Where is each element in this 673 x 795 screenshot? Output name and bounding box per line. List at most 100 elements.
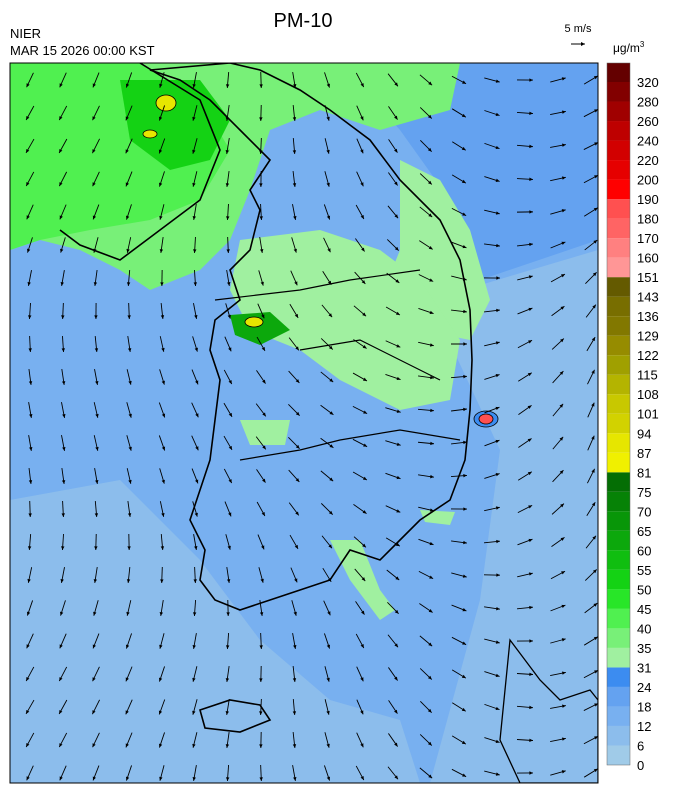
wind-arrow-head [528,340,533,344]
wind-arrow-head [461,113,466,118]
colorbar-segment [607,374,630,395]
colorbar-segment [607,472,630,492]
wind-arrow-head [295,346,299,351]
wind-arrow-head [559,371,564,375]
wind-arrow-head [228,412,233,417]
wind-arrow-head [593,75,598,80]
wind-arrow-head [362,377,367,381]
wind-arrow-head [463,507,467,511]
wind-arrow-head [125,83,130,88]
wind-arrow-head [427,675,432,680]
wind-arrow-head [226,216,230,220]
field-green-3 [120,80,230,170]
wind-arrow-head [362,510,367,514]
wind-arrow-head [225,645,230,649]
wind-arrow-head [360,215,364,219]
colorbar-label: 24 [637,680,651,695]
wind-arrow-head [396,442,401,446]
wind-scale: 5 m/s [565,23,592,35]
wind-arrow-head [327,611,331,616]
wind-arrow-head [395,542,400,547]
wind-arrow-head [294,544,299,549]
colorbar-segment [607,160,630,180]
colorbar-label: 180 [637,212,659,227]
colorbar-label: 12 [637,719,651,734]
wind-arrow-head [528,505,533,509]
wind-arrow-head [363,443,368,447]
wind-arrow-head [61,381,66,385]
wind-arrow-head [327,280,332,285]
wind-arrow-head [61,348,65,352]
wind-arrow-head [259,117,263,121]
wind-arrow-head [495,79,500,83]
colorbar-segment [607,179,630,200]
wind-arrow-head [94,513,99,517]
colorbar-segment [607,101,630,122]
wind-scale-arrow-head [581,42,585,46]
colorbar-label: 75 [637,485,651,500]
wind-arrow-head [292,711,297,715]
wind-arrow-head [93,579,98,583]
wind-arrow-head [429,278,434,282]
wind-arrow-head [463,342,467,346]
wind-arrow-head [328,345,333,350]
wind-arrow-head [559,403,564,408]
wind-arrow-head [125,710,129,715]
wind-arrow-head [158,116,163,121]
wind-arrow-head [161,413,166,418]
wind-arrow-head [561,638,566,642]
colorbar-label: 136 [637,309,659,324]
wind-arrow-head [27,578,31,583]
wind-arrow-head [159,215,163,220]
wind-arrow-head [328,313,333,318]
wind-arrow-head [428,642,433,647]
wind-arrow-head [527,471,532,476]
wind-arrow-head [60,611,64,616]
wind-arrow-head [95,446,99,451]
wind-arrow-head [594,175,598,179]
wind-arrow-head [428,245,433,250]
wind-arrow-head [26,677,30,682]
wind-arrow-head [95,413,99,418]
colorbar-segment [607,667,630,687]
colorbar-segment [607,238,630,258]
wind-arrow-head [28,315,32,319]
wind-arrow-head [26,83,30,88]
wind-arrow-head [293,248,297,253]
colorbar-label: 115 [637,368,658,383]
wind-arrow-head [228,380,232,385]
wind-arrow-head [225,84,230,88]
wind-arrow-head [125,776,130,781]
wind-arrow-head [328,544,333,549]
wind-arrow-head [26,743,30,748]
wind-arrow-head [396,376,401,381]
wind-arrow-head [462,244,467,249]
wind-arrow-head [292,678,297,682]
wind-arrow-head [329,378,334,383]
wind-arrow-head [259,84,263,88]
wind-arrow-head [463,374,467,379]
colorbar-segment [607,140,630,161]
colorbar-label: 35 [637,641,651,656]
wind-arrow-head [194,347,198,352]
field-green-south [330,540,395,620]
wind-arrow-head [260,578,264,583]
wind-arrow-head [26,116,30,121]
wind-arrow-head [362,543,366,548]
wind-arrow-head [26,182,30,187]
wind-arrow-head [225,744,230,748]
wind-arrow-head [395,576,400,580]
wind-arrow-head [328,510,333,515]
jeju [199,699,272,733]
wind-arrow-head [192,677,196,682]
colorbar-label: 31 [637,660,651,675]
wind-arrow-head [95,380,99,385]
colorbar-segment [607,316,630,336]
wind-arrow-head [59,743,63,748]
wind-arrow-head [194,314,198,319]
colorbar-label: 200 [637,173,659,188]
wind-arrow-head [495,178,500,182]
wind-arrow-head [462,608,467,612]
province-borders [214,269,461,461]
wind-arrow-head [293,611,297,616]
